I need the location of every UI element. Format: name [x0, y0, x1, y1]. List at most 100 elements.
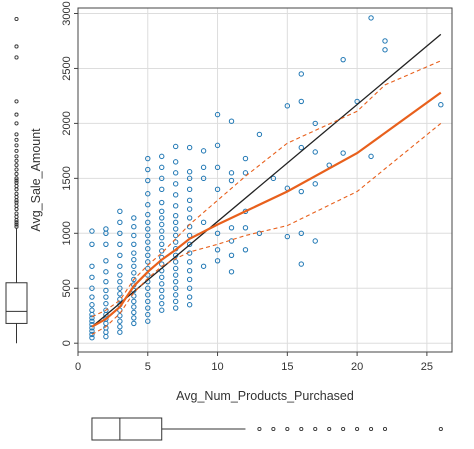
x-axis-ticks: 0 5 10 15 20 25	[75, 352, 433, 373]
y-box-outlier	[14, 180, 19, 185]
x-box	[91, 417, 163, 441]
data-point	[214, 230, 221, 237]
data-point	[131, 256, 137, 263]
data-point	[172, 239, 179, 245]
data-point	[186, 259, 193, 265]
data-point	[200, 263, 207, 269]
data-point	[159, 228, 165, 234]
data-point	[103, 320, 109, 327]
data-point	[145, 292, 151, 298]
data-point	[103, 278, 109, 285]
data-point	[131, 232, 137, 239]
y-box-outlier	[14, 171, 19, 177]
data-point	[103, 269, 109, 275]
data-point	[298, 71, 304, 77]
data-point	[117, 278, 123, 285]
y-tick-label: 500	[61, 279, 73, 297]
y-tick-label: 1500	[61, 166, 73, 190]
y-tick-label: 2500	[61, 56, 73, 80]
data-point	[131, 304, 137, 310]
data-points	[89, 15, 444, 341]
data-point	[228, 225, 235, 231]
y-box-outlier	[14, 203, 19, 208]
linear-fit-line	[91, 33, 442, 328]
data-point	[159, 208, 165, 215]
grid-lines	[77, 8, 452, 352]
data-point	[172, 232, 179, 239]
x-box-outlier	[355, 426, 360, 432]
data-point	[145, 318, 151, 324]
data-point	[89, 294, 95, 300]
data-point	[89, 331, 95, 338]
data-point	[172, 285, 179, 291]
data-point	[89, 318, 95, 324]
x-tick-label: 0	[75, 361, 81, 373]
data-point	[89, 315, 95, 321]
x-box-outlier	[327, 426, 332, 432]
data-point	[117, 329, 123, 335]
y-box-outlier	[14, 194, 19, 200]
data-point	[89, 241, 95, 247]
data-point	[200, 164, 207, 171]
data-point	[214, 247, 221, 253]
data-point	[172, 219, 179, 226]
y-box-outlier	[14, 214, 19, 219]
y-box-outlier	[14, 137, 19, 142]
data-point	[186, 144, 193, 151]
x-marginal-boxplot	[91, 417, 443, 441]
data-point	[172, 203, 179, 209]
data-point	[270, 175, 277, 182]
data-point	[298, 261, 304, 267]
data-point	[145, 305, 151, 311]
data-point	[172, 170, 179, 176]
data-point	[145, 211, 151, 218]
data-point	[284, 103, 291, 109]
x-axis-title: Avg_Num_Products_Purchased	[176, 389, 354, 403]
x-tick-label: 10	[211, 361, 223, 373]
data-point	[340, 56, 346, 63]
data-point	[145, 259, 151, 265]
data-point	[117, 230, 123, 237]
data-point	[89, 285, 95, 291]
data-point	[117, 252, 123, 258]
y-box-outlier	[14, 222, 19, 227]
data-point	[159, 164, 165, 171]
data-point	[103, 226, 109, 232]
data-point	[159, 175, 165, 182]
y-box-outlier	[14, 198, 19, 203]
data-point	[159, 234, 165, 241]
x-tick-label: 15	[281, 361, 293, 373]
x-box-outlier	[313, 426, 318, 432]
data-point	[117, 291, 123, 297]
data-point	[172, 265, 179, 272]
data-point	[172, 259, 179, 265]
data-point	[145, 177, 151, 184]
data-point	[172, 278, 179, 285]
data-point	[131, 309, 137, 316]
data-point	[131, 263, 137, 269]
y-box-outlier	[14, 55, 19, 60]
data-point	[117, 296, 123, 302]
smooth-fit-line	[91, 91, 442, 328]
data-point	[145, 285, 151, 291]
data-point	[172, 298, 179, 305]
y-box-outlier	[14, 191, 19, 196]
data-point	[186, 197, 193, 204]
data-point	[89, 302, 95, 308]
data-point	[103, 300, 109, 307]
y-tick-label: 3000	[61, 1, 73, 25]
data-point	[186, 206, 193, 212]
data-point	[145, 245, 151, 252]
y-box-outlier	[14, 148, 19, 153]
y-box-outlier	[14, 183, 19, 189]
data-point	[312, 120, 318, 127]
data-point	[312, 149, 318, 155]
data-point	[103, 333, 109, 340]
data-point	[159, 307, 165, 313]
data-point	[131, 250, 137, 256]
data-point	[159, 199, 165, 206]
data-point	[214, 258, 221, 264]
data-point	[89, 274, 95, 280]
data-point	[172, 292, 179, 298]
data-point	[159, 274, 165, 280]
